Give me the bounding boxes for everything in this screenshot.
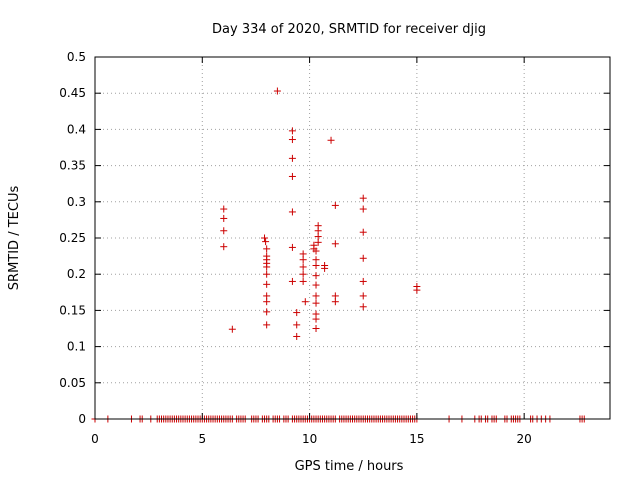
data-point: [359, 292, 367, 300]
data-point: [263, 321, 271, 329]
y-tick-label: 0.35: [59, 159, 86, 173]
data-point: [314, 238, 322, 246]
data-point: [359, 194, 367, 202]
data-point: [312, 315, 320, 323]
data-point: [288, 127, 296, 135]
data-point: [288, 243, 296, 251]
data-point: [301, 298, 309, 306]
data-point: [327, 136, 335, 144]
y-tick-label: 0.15: [59, 303, 86, 317]
data-point: [288, 208, 296, 216]
x-tick-label: 20: [517, 432, 532, 446]
data-point: [321, 264, 329, 272]
data-point: [288, 154, 296, 162]
data-point: [359, 228, 367, 236]
data-point: [293, 321, 301, 329]
data-point: [312, 292, 320, 300]
data-point: [263, 298, 271, 306]
data-point: [263, 263, 271, 271]
data-point: [359, 303, 367, 311]
data-point: [413, 286, 421, 294]
y-tick-label: 0.25: [59, 231, 86, 245]
axis-tick-labels: 0 5 10 15 20 0 0.05 0.1 0.15 0.2 0.25 0.3 0.35 0.4 0.4…: [59, 50, 532, 446]
data-point: [263, 270, 271, 278]
y-tick-label: 0.2: [67, 267, 86, 281]
y-tick-label: 0.45: [59, 86, 86, 100]
data-point: [312, 262, 320, 270]
data-point: [262, 238, 270, 246]
chart-title: Day 334 of 2020, SRMTID for receiver dji…: [212, 22, 486, 37]
data-point: [312, 272, 320, 280]
x-tick-label: 15: [409, 432, 424, 446]
data-point: [312, 325, 320, 332]
y-tick-label: 0.5: [67, 50, 86, 64]
data-point: [331, 201, 339, 209]
x-axis-title: GPS time / hours: [295, 459, 404, 474]
data-point: [273, 87, 281, 95]
data-point: [288, 277, 296, 285]
data-point: [312, 281, 320, 289]
data-point: [263, 308, 271, 316]
y-tick-label: 0: [78, 412, 86, 426]
data-point: [293, 332, 301, 340]
data-point: [220, 214, 228, 222]
data-point: [359, 205, 367, 213]
data-point: [299, 277, 307, 285]
grid: [95, 57, 610, 419]
axis-ticks: [94, 56, 610, 420]
data-point: [331, 298, 339, 306]
data-point: [261, 234, 269, 242]
data-point: [263, 245, 271, 253]
data-point: [359, 254, 367, 262]
data-point: [220, 205, 228, 213]
data-point: [263, 280, 271, 288]
data-point: [312, 247, 320, 255]
data-point: [288, 136, 296, 144]
y-tick-label: 0.3: [67, 195, 86, 209]
data-point: [299, 263, 307, 271]
data-point: [288, 172, 296, 180]
y-tick-label: 0.1: [67, 340, 86, 354]
data-point: [312, 299, 320, 307]
y-tick-label: 0.05: [59, 376, 86, 390]
y-axis-title: SRMTID / TECUs: [7, 186, 22, 291]
data-point: [220, 227, 228, 235]
data-point: [299, 270, 307, 278]
data-point: [331, 240, 339, 248]
data-point: [293, 309, 301, 317]
x-tick-label: 10: [302, 432, 317, 446]
data-point: [220, 243, 228, 251]
x-tick-label: 0: [91, 432, 99, 446]
data-point: [299, 256, 307, 264]
data-point: [228, 325, 236, 333]
y-tick-label: 0.4: [67, 122, 86, 136]
x-tick-label: 5: [198, 432, 206, 446]
data-point: [359, 277, 367, 285]
